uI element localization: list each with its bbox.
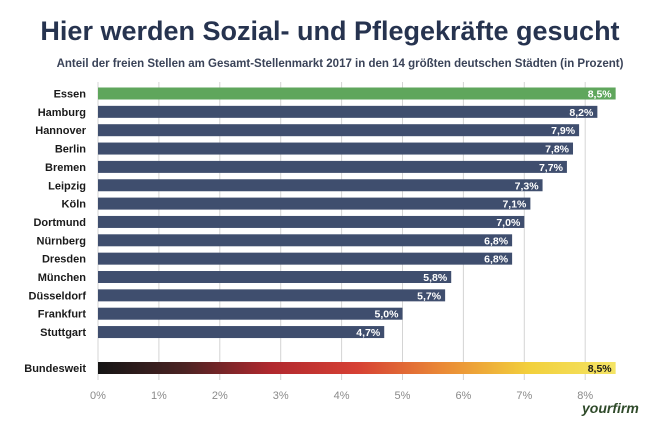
- data-label: 4,7%: [356, 327, 381, 339]
- tick-label: 5%: [395, 390, 411, 402]
- data-label: 5,8%: [423, 272, 448, 284]
- chart-title: Hier werden Sozial- und Pflegekräfte ges…: [40, 16, 619, 46]
- bar: [98, 271, 452, 283]
- tick-label: 6%: [455, 390, 471, 402]
- tick-label: 1%: [151, 390, 167, 402]
- x-axis: 0% 1% 2% 3% 4% 5% 6% 7% 8%: [90, 390, 593, 402]
- bar: [98, 179, 543, 192]
- bar: [98, 215, 525, 228]
- data-label: 7,9%: [551, 125, 576, 137]
- bar: [98, 289, 446, 302]
- bar: [98, 105, 598, 118]
- category-label: Köln: [62, 199, 87, 211]
- brand-logo: yourfirm: [581, 400, 639, 416]
- data-label: 8,2%: [569, 107, 594, 119]
- data-label-total: 8,5%: [588, 363, 613, 375]
- data-label: 6,8%: [484, 235, 509, 247]
- category-label: Leipzig: [48, 180, 86, 192]
- bar: [98, 124, 580, 137]
- tick-label: 7%: [516, 390, 532, 402]
- category-label: Nürnberg: [37, 235, 87, 247]
- data-label: 8,5%: [588, 89, 613, 101]
- category-label: Dresden: [42, 254, 86, 266]
- data-label: 5,7%: [417, 290, 442, 302]
- category-label: Bremen: [45, 162, 86, 174]
- bar: [98, 87, 616, 100]
- category-label: Berlin: [55, 144, 86, 156]
- data-label: 7,7%: [539, 162, 564, 174]
- category-label: Frankfurt: [38, 309, 87, 321]
- data-label: 7,3%: [515, 180, 540, 192]
- tick-label: 3%: [273, 390, 289, 402]
- category-label: Essen: [54, 89, 87, 101]
- tick-label: 8%: [577, 390, 593, 402]
- bar: [98, 252, 513, 265]
- bar: [98, 326, 385, 339]
- category-label: Dortmund: [33, 217, 86, 229]
- data-label: 7,1%: [502, 199, 527, 211]
- category-label: Düsseldorf: [29, 290, 87, 302]
- bar-total: [98, 362, 616, 374]
- bar: [98, 234, 513, 247]
- data-label: 5,0%: [375, 309, 400, 321]
- bar: [98, 197, 531, 210]
- bar: [98, 307, 403, 320]
- category-label-total: Bundesweit: [24, 363, 86, 375]
- category-label: Stuttgart: [40, 327, 86, 339]
- category-label: München: [38, 272, 87, 284]
- tick-label: 2%: [212, 390, 228, 402]
- data-label: 7,0%: [496, 217, 521, 229]
- tick-label: 0%: [90, 390, 106, 402]
- chart-subtitle: Anteil der freien Stellen am Gesamt-Stel…: [57, 58, 624, 70]
- bar: [98, 160, 567, 173]
- bars-group: Essen 8,5% Hamburg 8,2% Hannover 7,9% Berlin 7,…: [24, 87, 616, 375]
- category-label: Hamburg: [38, 107, 86, 119]
- bar: [98, 142, 574, 155]
- tick-label: 4%: [334, 390, 350, 402]
- category-label: Hannover: [35, 125, 86, 137]
- data-label: 6,8%: [484, 254, 509, 266]
- data-label: 7,8%: [545, 144, 570, 156]
